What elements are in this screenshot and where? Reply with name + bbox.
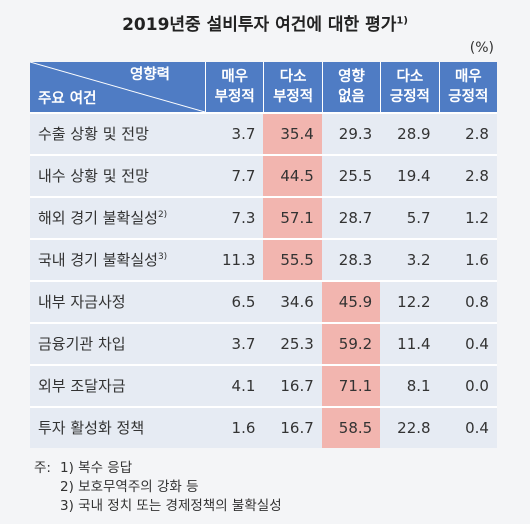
row-label: 외부 조달자금 [30, 375, 126, 396]
row-label-note: 3) [157, 252, 168, 262]
row-label-text: 금융기관 차입 [38, 335, 126, 353]
row-background [30, 406, 497, 448]
footnote: 3) 국내 정치 또는 경제정책의 불확실성 [60, 498, 282, 514]
title-text: 2019년중 설비투자 여건에 대한 평가 [122, 15, 397, 35]
table-cell: 3.7 [231, 335, 256, 353]
table-cell: 0.4 [465, 419, 489, 437]
table-cell: 19.4 [397, 167, 431, 185]
column-header-line: 영향 [338, 69, 365, 85]
row-label: 내수 상황 및 전망 [30, 165, 149, 186]
column-header-line: 부정적 [273, 89, 314, 105]
table-cell: 2.8 [465, 167, 489, 185]
row-background [30, 322, 497, 364]
footnote: 1) 복수 응답 [60, 460, 133, 476]
row-label: 국내 경기 불확실성3) [30, 249, 167, 270]
table-cell: 28.7 [338, 209, 373, 227]
row-label-text: 외부 조달자금 [38, 377, 126, 395]
table-cell: 22.8 [397, 419, 431, 437]
unit: (%) [469, 40, 494, 56]
table-cell: 5.7 [406, 209, 431, 227]
row-label: 해외 경기 불확실성2) [30, 207, 167, 228]
table-cell: 71.1 [321, 366, 381, 406]
table-cell: 28.3 [338, 251, 373, 269]
table-cell: 34.6 [280, 293, 314, 311]
table-cell: 6.5 [231, 293, 256, 311]
row-label: 내부 자금사정 [30, 291, 126, 312]
title-note: 1) [396, 15, 408, 27]
column-header-line: 다소 [396, 69, 424, 85]
table-cell: 59.2 [321, 324, 381, 364]
table-cell: 4.1 [231, 377, 256, 395]
table-cell: 3.2 [406, 251, 431, 269]
row-background [30, 280, 497, 322]
column-header-line: 부정적 [214, 89, 255, 105]
table-cell: 11.4 [397, 335, 431, 353]
row-label-text: 내수 상황 및 전망 [38, 167, 149, 185]
row-label-text: 내부 자금사정 [38, 293, 126, 311]
title: 2019년중 설비투자 여건에 대한 평가1) [0, 10, 530, 35]
table-cell: 12.2 [397, 293, 431, 311]
column-header-line: 긍정적 [389, 89, 430, 105]
table-cell: 25.3 [280, 335, 314, 353]
table-cell: 11.3 [221, 251, 256, 269]
table-cell: 25.5 [338, 167, 373, 185]
diagonal-line [30, 62, 205, 112]
row-label: 투자 활성화 정책 [30, 417, 144, 438]
table-cell: 8.1 [406, 377, 431, 395]
table-cell: 55.5 [263, 240, 322, 280]
table-cell: 29.3 [338, 125, 373, 143]
table-cell: 45.9 [321, 282, 381, 322]
table-cell: 58.5 [321, 408, 381, 448]
footnote-lead: 주: [34, 460, 51, 476]
row-label-text: 해외 경기 불확실성 [38, 209, 158, 227]
column-header-line: 긍정적 [448, 89, 489, 105]
table-cell: 16.7 [280, 419, 314, 437]
row-label: 수출 상황 및 전망 [30, 123, 149, 144]
column-header-line: 매우 [454, 69, 482, 85]
table-cell: 1.6 [231, 419, 256, 437]
row-label-text: 국내 경기 불확실성 [38, 251, 158, 269]
row-label-note: 2) [157, 210, 168, 220]
table-cell: 2.8 [465, 125, 489, 143]
row-label-text: 수출 상황 및 전망 [38, 125, 149, 143]
table-cell: 0.4 [465, 335, 489, 353]
table-cell: 44.5 [263, 156, 322, 196]
table-cell: 57.1 [263, 198, 322, 238]
table-cell: 1.2 [465, 209, 489, 227]
table-cell: 0.8 [465, 293, 489, 311]
column-header-line: 없음 [338, 89, 365, 105]
table-cell: 7.3 [231, 209, 256, 227]
table-cell: 3.7 [231, 125, 256, 143]
table-cell: 16.7 [280, 377, 314, 395]
row-label: 금융기관 차입 [30, 333, 126, 354]
table-cell: 1.6 [465, 251, 489, 269]
corner-top: 영향력 [130, 67, 171, 83]
footnote: 2) 보호무역주의 강화 등 [60, 479, 199, 495]
column-header-line: 다소 [279, 69, 307, 85]
table-cell: 0.0 [465, 377, 489, 395]
table-cell: 7.7 [231, 167, 256, 185]
corner-diagonal [30, 62, 205, 112]
row-label-text: 투자 활성화 정책 [38, 419, 145, 437]
table-cell: 35.4 [263, 114, 322, 154]
corner-bottom: 주요 여건 [38, 91, 97, 107]
column-header-line: 매우 [221, 69, 249, 85]
row-background [30, 364, 497, 406]
table-cell: 28.9 [397, 125, 431, 143]
